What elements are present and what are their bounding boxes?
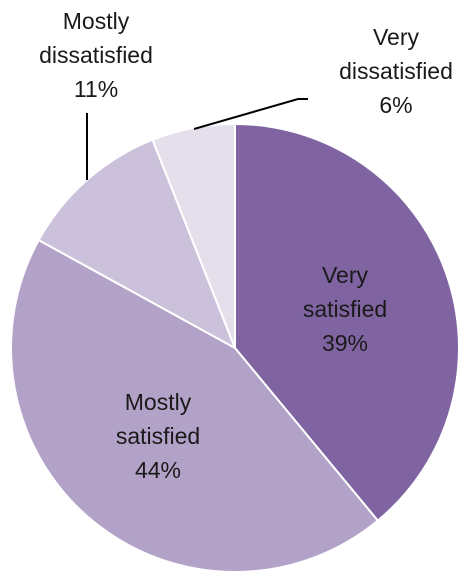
pie-slices bbox=[10, 122, 460, 571]
pie-slice bbox=[151, 122, 236, 349]
slice-category-label: Mostly bbox=[63, 8, 130, 34]
slice-category-label: Mostly bbox=[125, 389, 192, 415]
slice-value-label: 39% bbox=[322, 330, 368, 356]
slice-category-label: dissatisfied bbox=[39, 42, 153, 68]
slice-value-label: 44% bbox=[135, 457, 181, 483]
slice-labels: Very satisfied 39% Mostly satisfied 44% Mostly… bbox=[39, 8, 453, 483]
slice-category-label: satisfied bbox=[303, 296, 387, 322]
slice-category-label: Very bbox=[322, 262, 369, 288]
pie-slice bbox=[10, 238, 380, 571]
pie-slice bbox=[234, 122, 460, 522]
slice-category-label: satisfied bbox=[116, 423, 200, 449]
leader-line bbox=[193, 98, 308, 130]
slice-value-label: 11% bbox=[74, 76, 118, 102]
pie-slice bbox=[37, 138, 237, 351]
slice-category-label: dissatisfied bbox=[339, 58, 453, 84]
leader-lines bbox=[86, 98, 308, 180]
slice-category-label: Very bbox=[373, 24, 420, 50]
slice-value-label: 6% bbox=[379, 92, 412, 118]
